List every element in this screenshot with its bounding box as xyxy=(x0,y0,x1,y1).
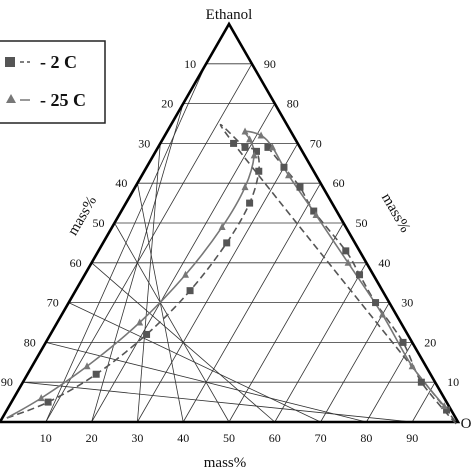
grid-line xyxy=(22,381,413,423)
ternary-frame xyxy=(0,21,461,424)
point-2c xyxy=(280,163,288,171)
grid-line xyxy=(411,382,436,423)
point-2c xyxy=(399,338,407,346)
tick-label-bottom: 40 xyxy=(177,431,189,445)
vertex-label-right: O xyxy=(461,416,472,432)
grid-line xyxy=(45,342,367,423)
point-2c xyxy=(443,406,451,414)
grid-line xyxy=(68,302,321,423)
tick-label-left: 30 xyxy=(138,136,150,150)
axis-label-bottom: mass% xyxy=(204,455,247,471)
point-2c xyxy=(252,147,260,155)
tick-label-bottom: 70 xyxy=(315,431,327,445)
point-2c xyxy=(255,167,263,175)
grid-line xyxy=(228,222,344,423)
point-25c xyxy=(241,127,249,135)
point-2c xyxy=(296,183,304,191)
tick-label-left: 70 xyxy=(47,296,59,310)
tick-label-bottom: 90 xyxy=(406,431,418,445)
point-2c xyxy=(310,207,318,215)
point-2c xyxy=(223,239,231,247)
tick-labels: 10 90 10 20 80 20 30 70 30 40 60 40 50 50 50 60 40 60 70 30… xyxy=(1,57,459,445)
tick-label-bottom: 10 xyxy=(40,431,52,445)
point-2c xyxy=(356,271,364,279)
tick-label-left: 20 xyxy=(161,97,173,111)
tick-label-left: 40 xyxy=(115,176,127,190)
tick-label-left: 60 xyxy=(70,256,82,270)
point-2c xyxy=(44,398,52,406)
grid-line xyxy=(274,262,367,423)
point-25c xyxy=(408,362,416,370)
ternary-grid xyxy=(22,63,436,423)
tick-label-bottom: 80 xyxy=(360,431,372,445)
point-2c xyxy=(372,299,380,307)
legend-marker-square xyxy=(5,57,15,67)
point-25c xyxy=(83,362,91,370)
point-25c xyxy=(257,131,265,139)
axis-label-right: mass% xyxy=(378,191,413,236)
point-25c xyxy=(241,183,249,191)
grid-line xyxy=(137,143,299,423)
tick-label-right: 80 xyxy=(287,97,299,111)
point-25c xyxy=(285,171,293,179)
vertex-label-top: Ethanol xyxy=(206,7,253,23)
point-25c xyxy=(37,394,45,402)
tick-label-right: 20 xyxy=(424,335,436,349)
legend-entry-25c: - 25 C xyxy=(40,90,86,110)
tick-label-left: 90 xyxy=(1,375,13,389)
tick-label-left: 50 xyxy=(93,216,105,230)
point-2c xyxy=(246,199,254,207)
point-2c xyxy=(264,143,272,151)
tick-label-left: 10 xyxy=(184,57,196,71)
legend-marker-triangle xyxy=(6,94,16,103)
legend-entry-2c: - 2 C xyxy=(40,52,77,72)
tick-label-left: 80 xyxy=(24,335,36,349)
tick-label-right: 60 xyxy=(333,176,345,190)
point-25c xyxy=(250,151,258,159)
grid-line xyxy=(114,222,230,423)
tick-label-right: 10 xyxy=(447,375,459,389)
point-2c xyxy=(230,139,238,147)
grid-line xyxy=(366,342,413,423)
point-2c xyxy=(92,370,100,378)
tick-label-right: 40 xyxy=(378,256,390,270)
point-25c xyxy=(136,318,144,326)
tick-label-bottom: 50 xyxy=(223,431,235,445)
tick-label-right: 50 xyxy=(356,216,368,230)
point-25c xyxy=(312,211,320,219)
point-25c xyxy=(344,258,352,266)
point-25c xyxy=(378,310,386,318)
point-25c xyxy=(218,222,226,230)
grid-line xyxy=(320,302,390,423)
point-2c xyxy=(417,378,425,386)
point-25c xyxy=(440,402,448,410)
tick-label-bottom: 20 xyxy=(86,431,98,445)
point-25c xyxy=(246,135,254,143)
point-2c xyxy=(342,247,350,255)
triangle-outline xyxy=(0,21,461,424)
point-2c xyxy=(241,143,249,151)
tick-label-bottom: 60 xyxy=(269,431,281,445)
tick-label-bottom: 30 xyxy=(131,431,143,445)
tick-label-right: 30 xyxy=(401,296,413,310)
legend-box xyxy=(0,40,106,124)
legend: - 2 C - 25 C xyxy=(0,40,106,124)
point-2c xyxy=(143,330,151,338)
point-25c xyxy=(181,270,189,278)
series-layer xyxy=(6,123,458,425)
grid-line xyxy=(91,262,276,423)
tick-label-right: 70 xyxy=(310,136,322,150)
point-2c xyxy=(186,287,194,295)
tick-label-right: 90 xyxy=(264,57,276,71)
series-curve-0 xyxy=(6,123,458,425)
point-25c xyxy=(269,143,277,151)
